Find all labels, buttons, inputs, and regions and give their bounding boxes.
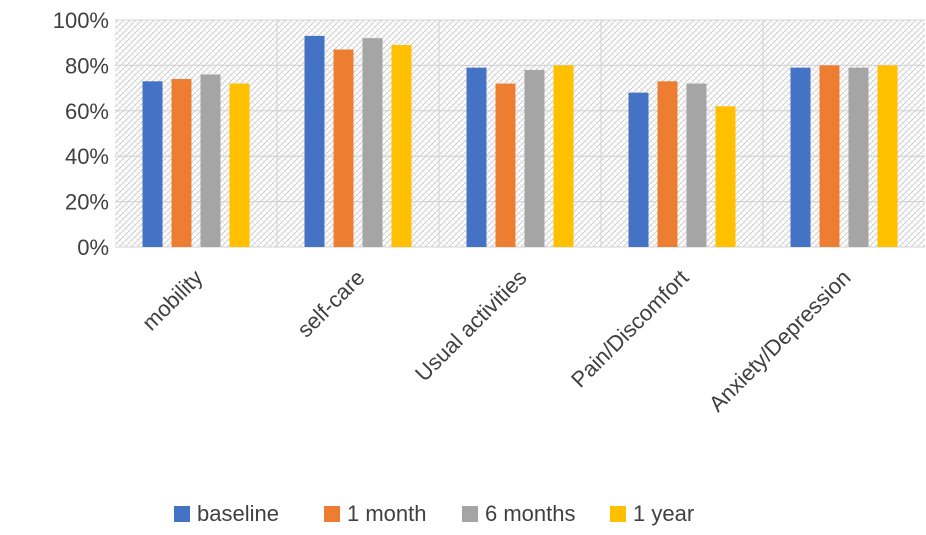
legend-label: baseline xyxy=(197,501,279,526)
bar xyxy=(362,38,383,247)
y-tick-label: 100% xyxy=(53,8,109,33)
legend: baseline 1 month 6 months 1 year xyxy=(174,501,694,526)
bar xyxy=(553,65,574,248)
plot-area-background xyxy=(115,20,925,247)
bar xyxy=(333,49,354,248)
bar xyxy=(524,69,545,247)
x-category-label: Usual activities xyxy=(410,265,531,386)
legend-swatch xyxy=(610,506,626,522)
bar xyxy=(391,44,412,247)
x-axis-labels: mobility self-care Usual activities Pain/Di… xyxy=(137,265,855,417)
bar xyxy=(304,35,325,247)
y-tick-label: 20% xyxy=(65,190,109,215)
bar xyxy=(628,92,649,247)
legend-swatch xyxy=(324,506,340,522)
bar xyxy=(142,81,163,247)
bar xyxy=(686,83,707,247)
y-tick-label: 60% xyxy=(65,99,109,124)
y-axis-ticks: 0% 20% 40% 60% 80% 100% xyxy=(53,8,109,260)
x-category-label: Pain/Discomfort xyxy=(566,265,693,392)
gridlines xyxy=(115,19,925,248)
bar xyxy=(715,106,736,247)
x-category-label: mobility xyxy=(137,265,207,335)
bar xyxy=(466,67,487,247)
bar xyxy=(819,65,840,248)
legend-label: 1 year xyxy=(633,501,694,526)
bar xyxy=(200,74,221,247)
bars xyxy=(142,35,898,248)
x-category-label: self-care xyxy=(292,265,369,342)
bar xyxy=(657,81,678,247)
bar xyxy=(495,83,516,247)
y-tick-label: 40% xyxy=(65,144,109,169)
legend-swatch xyxy=(462,506,478,522)
bar xyxy=(848,67,869,247)
bar xyxy=(171,79,192,248)
legend-swatch xyxy=(174,506,190,522)
y-tick-label: 0% xyxy=(77,235,109,260)
y-tick-label: 80% xyxy=(65,53,109,78)
bar xyxy=(229,83,250,247)
legend-label: 1 month xyxy=(347,501,427,526)
x-category-label: Anxiety/Depression xyxy=(704,265,856,417)
bar xyxy=(790,67,811,247)
bar xyxy=(877,65,898,248)
legend-label: 6 months xyxy=(485,501,576,526)
